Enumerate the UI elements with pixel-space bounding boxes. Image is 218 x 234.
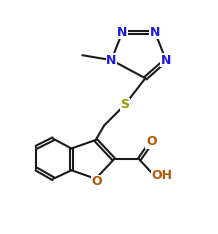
Text: O: O <box>92 175 102 188</box>
Text: N: N <box>150 26 160 39</box>
Text: O: O <box>146 135 157 148</box>
Text: S: S <box>120 98 129 111</box>
Text: N: N <box>117 26 128 39</box>
Text: N: N <box>106 54 117 67</box>
Text: N: N <box>161 54 171 67</box>
Text: OH: OH <box>152 169 173 182</box>
